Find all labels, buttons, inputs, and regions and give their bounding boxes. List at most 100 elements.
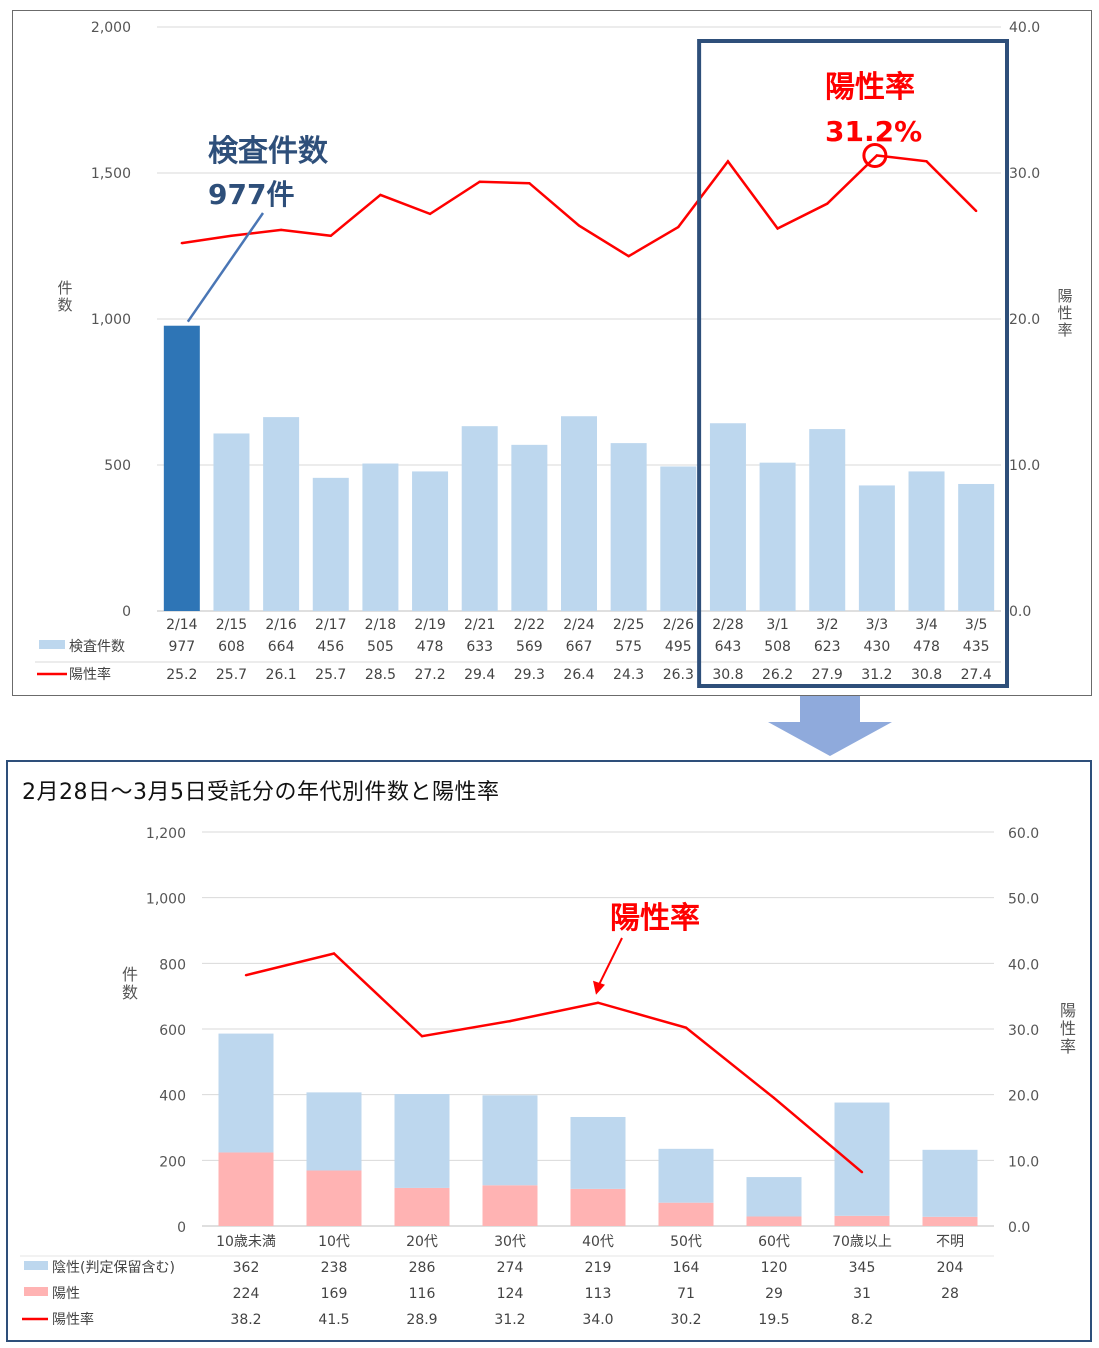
table-cell: 116 [409,1286,436,1302]
category-label: 不明 [936,1234,964,1250]
bar-negative [834,1102,890,1216]
y-right-tick-label: 20.0 [1008,1089,1039,1105]
bar-positive [306,1170,362,1226]
table-cell: 26.3 [663,667,694,683]
daily-test-chart: 0 500 1,000 1,500 2,000 0.0 10.0 20.0 30.0 40.0 件数… [35,20,1073,688]
y-right-tick-label: 60.0 [1008,826,1039,842]
line-point [244,973,248,977]
table-row-label: 陰性(判定保留含む) [52,1260,175,1276]
table-cell: 41.5 [318,1312,349,1328]
table-cell: 664 [268,639,295,655]
category-label: 2/19 [414,617,445,633]
table-cell: 977 [168,639,195,655]
table-cell: 26.2 [762,667,793,683]
category-label: 30代 [494,1234,526,1250]
category-label: 2/28 [712,617,743,633]
bar-test-count [213,433,250,611]
table-cell: 505 [367,639,394,655]
category-label: 2/14 [166,617,198,633]
y-left-tick-label: 600 [159,1023,186,1039]
bar-negative [394,1094,450,1188]
table-cell: 124 [497,1286,524,1302]
line-positive-rate [245,952,863,1174]
line-point [772,1096,776,1100]
category-label: 50代 [670,1234,702,1250]
chart-title: 2月28日～3月5日受託分の年代別件数と陽性率 [22,780,500,805]
line-point [528,182,531,185]
table-cell: 286 [409,1260,436,1276]
line-point [577,224,581,227]
table-cell: 164 [673,1260,700,1276]
table-cell: 608 [218,639,245,655]
category-label: 10歳未満 [216,1234,276,1250]
y-left-axis-label: 件数 [57,279,72,314]
table-cell: 26.4 [563,667,594,683]
table-cell: 28 [941,1286,959,1302]
category-label: 40代 [582,1234,614,1250]
bar-positive [658,1202,714,1226]
y-right-tick-label: 20.0 [1009,312,1040,328]
bar-test-count [809,429,846,611]
table-cell: 623 [814,639,841,655]
table-cell: 38.2 [230,1312,261,1328]
y-left-tick-label: 1,500 [91,166,131,182]
annotation-arrow-head [593,980,605,995]
line-point [420,1035,424,1038]
legend-swatch-positive [24,1287,48,1296]
bar-test-count [362,463,399,611]
table-cell: 25.7 [315,667,346,683]
table-cell: 430 [864,639,891,655]
table-cell: 26.1 [266,667,297,683]
bar-negative [306,1092,362,1171]
bar-negative [570,1116,626,1189]
category-label: 3/5 [965,617,988,633]
table-cell: 30.8 [911,667,942,683]
bar-test-count [461,426,498,611]
bar-test-count [610,443,647,611]
line-positive-rate [181,154,978,258]
table-cell: 34.0 [582,1312,613,1328]
line-point [627,255,630,258]
age-group-chart: 0 200 400 600 800 1,000 1,200 0.0 10.0 20.0 30.0 40… [20,826,1076,1328]
table-cell: 29.3 [514,667,545,683]
table-cell: 224 [233,1286,260,1302]
table-cell: 633 [466,639,493,655]
y-right-tick-label: 40.0 [1008,957,1039,973]
table-cell: 274 [497,1260,524,1276]
y-right-tick-label: 50.0 [1008,892,1039,908]
table-cell: 27.2 [414,667,445,683]
line-point [974,209,978,213]
category-label: 60代 [758,1234,790,1250]
y-left-tick-label: 800 [159,957,186,973]
category-label: 2/21 [464,617,495,633]
category-label: 2/26 [663,617,695,633]
bar-test-count [858,485,895,611]
bar-test-count [511,444,548,611]
table-row-label: 陽性 [52,1286,80,1302]
bar-negative [746,1177,802,1217]
table-row-label: 陽性率 [52,1311,94,1328]
bar-test-count [759,462,796,611]
annotation-rate-value: 31.2% [825,115,922,148]
age-chart-panel: 2月28日～3月5日受託分の年代別件数と陽性率 0 200 400 600 800 1,0… [6,760,1092,1342]
table-cell: 28.9 [406,1312,437,1328]
table-cell: 575 [615,639,642,655]
category-label: 2/17 [315,617,346,633]
bar-positive [746,1216,802,1226]
table-cell: 219 [585,1260,612,1276]
line-point [428,212,432,216]
table-row-label: 陽性率 [69,666,111,683]
bar-test-count [660,466,697,611]
bar-positive [922,1216,978,1226]
line-point [478,180,481,183]
category-label: 2/25 [613,617,644,633]
annotation-rate-title: 陽性率 [610,901,700,936]
table-cell: 25.2 [166,667,197,683]
table-cell: 456 [317,639,344,655]
table-cell: 238 [321,1260,348,1276]
table-cell: 362 [233,1260,260,1276]
table-cell: 29 [765,1286,783,1302]
annotation-leader-line [186,212,265,323]
table-cell: 25.7 [216,667,247,683]
bar-test-count [163,325,200,611]
